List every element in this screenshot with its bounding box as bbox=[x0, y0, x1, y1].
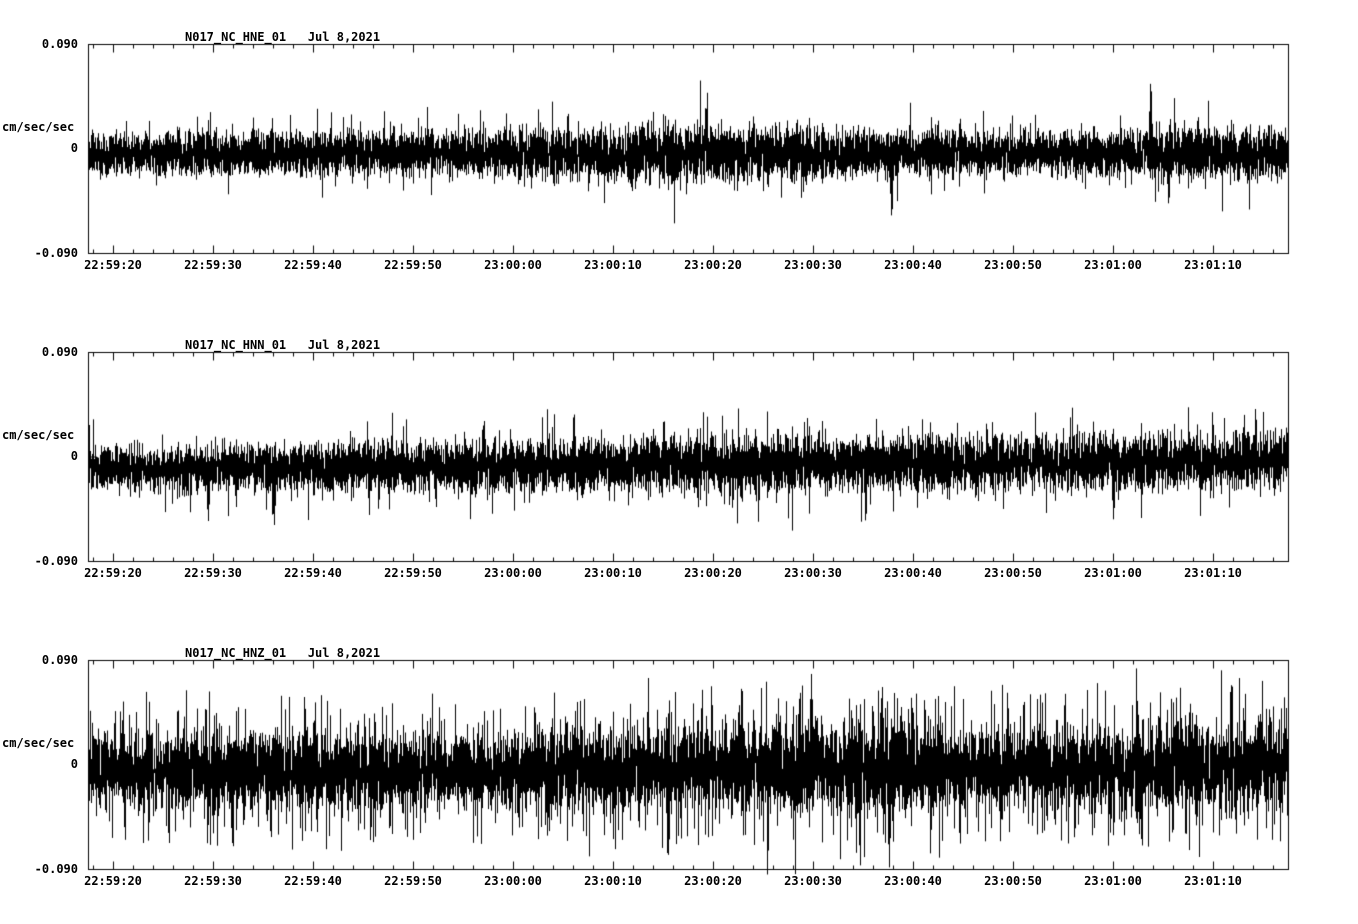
x-tick-label: 23:01:10 bbox=[1184, 566, 1242, 580]
x-tick-label: 22:59:40 bbox=[284, 258, 342, 272]
seismogram-panel-hne: N017_NC_HNE_01 Jul 8,2021 0.090 cm/sec/s… bbox=[0, 0, 1358, 308]
x-tick-label: 22:59:30 bbox=[184, 566, 242, 580]
y-axis-unit-label: cm/sec/sec bbox=[2, 736, 75, 750]
y-tick-label-bottom: -0.090 bbox=[34, 246, 78, 260]
x-tick-label: 23:01:00 bbox=[1084, 566, 1142, 580]
x-tick-label: 22:59:50 bbox=[384, 874, 442, 888]
x-tick-label: 22:59:40 bbox=[284, 566, 342, 580]
x-tick-label: 22:59:40 bbox=[284, 874, 342, 888]
x-tick-label: 23:00:50 bbox=[984, 258, 1042, 272]
x-tick-label: 22:59:20 bbox=[84, 566, 142, 580]
x-tick-label: 22:59:50 bbox=[384, 566, 442, 580]
x-tick-label: 23:00:00 bbox=[484, 258, 542, 272]
y-tick-label-zero: 0 bbox=[70, 757, 78, 771]
x-tick-label: 22:59:30 bbox=[184, 874, 242, 888]
x-tick-label: 23:00:20 bbox=[684, 874, 742, 888]
x-tick-label: 22:59:20 bbox=[84, 874, 142, 888]
y-tick-label-top: 0.090 bbox=[41, 345, 78, 359]
x-tick-label: 23:01:10 bbox=[1184, 258, 1242, 272]
x-tick-label: 22:59:30 bbox=[184, 258, 242, 272]
y-tick-label-top: 0.090 bbox=[41, 653, 78, 667]
x-tick-label: 23:00:40 bbox=[884, 874, 942, 888]
y-tick-label-bottom: -0.090 bbox=[34, 862, 78, 876]
y-tick-label-top: 0.090 bbox=[41, 37, 78, 51]
x-tick-label: 23:00:00 bbox=[484, 874, 542, 888]
x-tick-label: 23:00:40 bbox=[884, 258, 942, 272]
x-tick-label: 22:59:20 bbox=[84, 258, 142, 272]
seismogram-panel-hnn: N017_NC_HNN_01 Jul 8,2021 0.090 cm/sec/s… bbox=[0, 308, 1358, 616]
x-tick-label: 23:00:40 bbox=[884, 566, 942, 580]
chart-title: N017_NC_HNN_01 Jul 8,2021 bbox=[185, 338, 381, 352]
x-tick-label: 23:00:30 bbox=[784, 258, 842, 272]
y-axis-unit-label: cm/sec/sec bbox=[2, 120, 75, 134]
x-tick-label: 23:01:00 bbox=[1084, 258, 1142, 272]
x-tick-label: 23:00:20 bbox=[684, 258, 742, 272]
x-tick-label: 23:01:00 bbox=[1084, 874, 1142, 888]
x-tick-label: 23:00:10 bbox=[584, 874, 642, 888]
waveform-canvas-hne bbox=[0, 0, 1358, 308]
x-tick-label: 22:59:50 bbox=[384, 258, 442, 272]
x-tick-label: 23:00:10 bbox=[584, 258, 642, 272]
x-tick-label: 23:00:10 bbox=[584, 566, 642, 580]
x-tick-label: 23:00:50 bbox=[984, 566, 1042, 580]
y-axis-unit-label: cm/sec/sec bbox=[2, 428, 75, 442]
y-tick-label-bottom: -0.090 bbox=[34, 554, 78, 568]
waveform-canvas-hnz bbox=[0, 616, 1358, 924]
seismogram-panel-hnz: N017_NC_HNZ_01 Jul 8,2021 0.090 cm/sec/s… bbox=[0, 616, 1358, 924]
waveform-canvas-hnn bbox=[0, 308, 1358, 616]
x-tick-label: 23:00:20 bbox=[684, 566, 742, 580]
x-tick-label: 23:00:30 bbox=[784, 566, 842, 580]
x-tick-label: 23:01:10 bbox=[1184, 874, 1242, 888]
x-tick-label: 23:00:00 bbox=[484, 566, 542, 580]
chart-title: N017_NC_HNZ_01 Jul 8,2021 bbox=[185, 646, 381, 660]
chart-title: N017_NC_HNE_01 Jul 8,2021 bbox=[185, 30, 381, 44]
y-tick-label-zero: 0 bbox=[70, 449, 78, 463]
y-tick-label-zero: 0 bbox=[70, 141, 78, 155]
x-tick-label: 23:00:50 bbox=[984, 874, 1042, 888]
x-tick-label: 23:00:30 bbox=[784, 874, 842, 888]
